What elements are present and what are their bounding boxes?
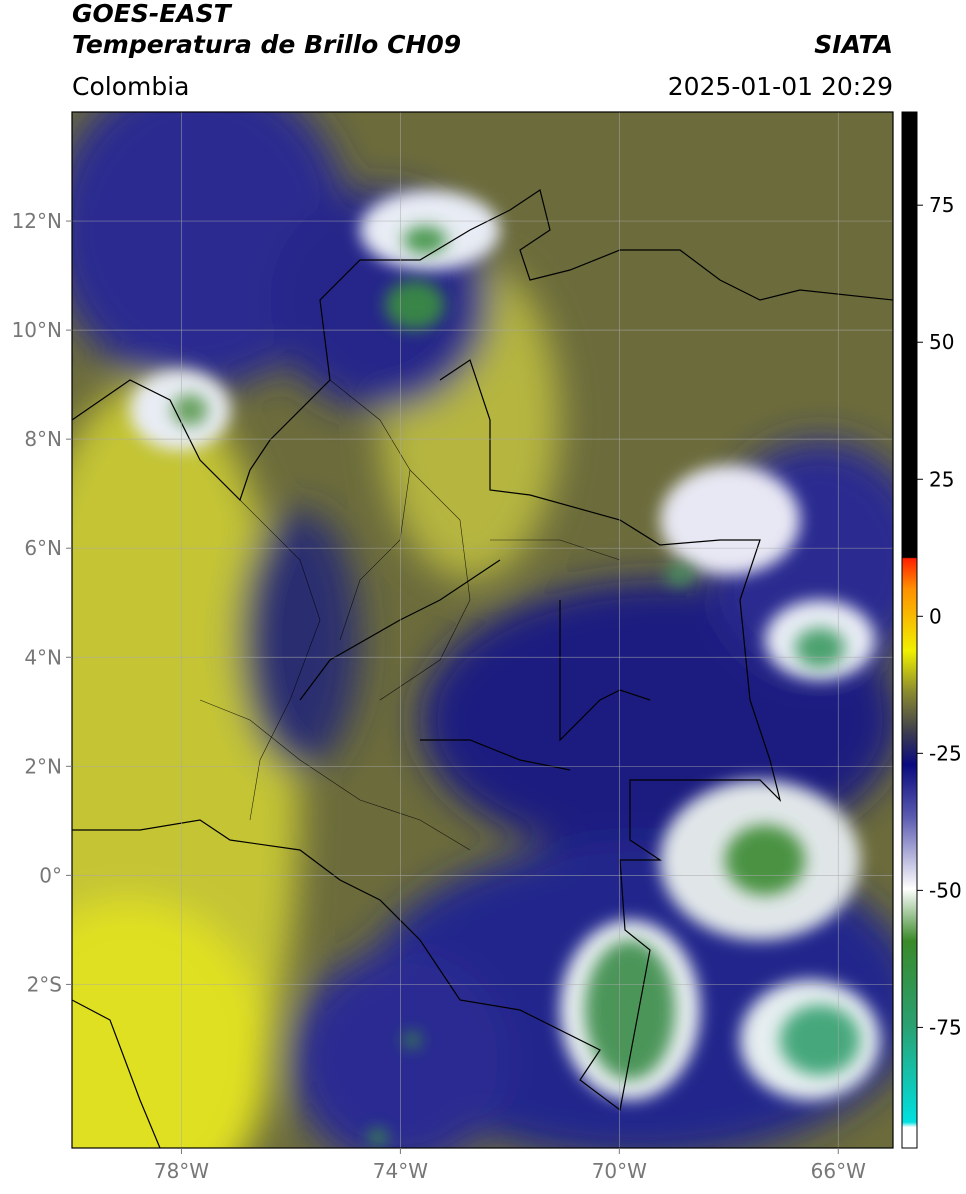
- y-tick-label: 4°N: [24, 645, 62, 669]
- x-tick-label: 78°W: [154, 1159, 209, 1183]
- y-tick-label: 12°N: [12, 209, 62, 233]
- map-frame: [71, 111, 894, 1149]
- y-tick-label: 6°N: [24, 536, 62, 560]
- colorbar-tick-label: -75: [929, 1015, 962, 1039]
- y-tick-label: 2°N: [24, 754, 62, 778]
- colorbar-tick-label: -50: [929, 878, 962, 902]
- y-tick-label: 2°S: [27, 972, 62, 996]
- x-tick-label: 70°W: [592, 1159, 647, 1183]
- colorbar-tick-label: -25: [929, 741, 962, 765]
- timestamp: 2025-01-01 20:29: [668, 72, 893, 101]
- y-tick-label: 0°: [39, 863, 62, 887]
- colorbar: [901, 111, 918, 1149]
- subtitle: Temperatura de Brillo CH09: [72, 30, 461, 59]
- title: GOES-EAST: [72, 0, 233, 28]
- satellite-image: [72, 112, 893, 1148]
- x-tick-label: 74°W: [373, 1159, 428, 1183]
- y-tick-label: 8°N: [24, 427, 62, 451]
- x-tick-label: 66°W: [811, 1159, 866, 1183]
- colorbar-tick-label: 25: [929, 467, 954, 491]
- region: Colombia: [72, 72, 189, 101]
- source: SIATA: [814, 30, 893, 59]
- colorbar-tick-label: 0: [929, 604, 942, 628]
- colorbar-tick-label: 75: [929, 193, 954, 217]
- y-tick-label: 10°N: [12, 318, 62, 342]
- colorbar-tick-label: 50: [929, 330, 954, 354]
